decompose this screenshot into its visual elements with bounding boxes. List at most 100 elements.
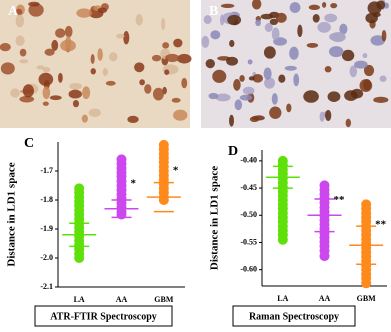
cell (88, 108, 101, 117)
cell (15, 35, 25, 46)
y-tick-label: -0.45 (240, 183, 257, 192)
cell (90, 68, 96, 75)
cell (38, 72, 54, 86)
y-tick-label: -0.60 (240, 265, 257, 274)
cell (42, 66, 51, 73)
histology-image (0, 0, 190, 128)
x-tick-label: LA (277, 294, 288, 303)
cell (239, 74, 245, 82)
cell (234, 99, 243, 111)
cell (278, 74, 286, 83)
cell (76, 8, 92, 18)
cell (308, 4, 320, 11)
cell (134, 62, 145, 73)
cell (251, 0, 262, 10)
cell (19, 95, 35, 103)
cell (116, 33, 125, 39)
cell (284, 65, 297, 71)
cell (162, 42, 170, 49)
cell (286, 103, 292, 113)
cell (28, 1, 40, 7)
cell (97, 7, 108, 14)
cell (82, 86, 91, 100)
data-point (74, 253, 85, 263)
cell (10, 88, 20, 98)
cell (72, 99, 80, 108)
image-label: B (209, 4, 218, 19)
cells (201, 0, 389, 128)
cell (239, 94, 253, 101)
cell (289, 46, 299, 60)
cell (208, 92, 219, 100)
data-point (277, 234, 288, 245)
cell (275, 12, 287, 23)
cell (324, 66, 332, 73)
cell (42, 101, 49, 106)
y-tick-label: -1.9 (40, 224, 53, 233)
cell (15, 8, 23, 16)
cell (381, 29, 387, 42)
x-tick-label: GBM (357, 294, 377, 303)
cell (319, 111, 325, 122)
cell (139, 79, 145, 86)
cell (144, 84, 152, 94)
cell (105, 80, 116, 86)
x-tick-label: LA (74, 295, 85, 304)
cell (102, 68, 109, 76)
cell (365, 12, 378, 24)
cell (36, 65, 45, 70)
cell (252, 73, 264, 83)
cell (359, 79, 373, 92)
y-tick-label: -1.7 (40, 166, 53, 175)
cell (109, 52, 118, 62)
y-tick-label: -1.8 (40, 195, 53, 204)
cell (229, 39, 235, 48)
cell (28, 3, 44, 17)
cell (173, 109, 188, 121)
cell (263, 67, 272, 80)
cell (212, 69, 227, 83)
cell (269, 106, 282, 119)
cell (330, 3, 338, 9)
cell (349, 65, 358, 78)
cell (227, 14, 242, 26)
cell (165, 53, 180, 63)
cell (242, 86, 255, 95)
cell (15, 14, 25, 28)
significance-label: * (173, 165, 179, 177)
cell (205, 58, 215, 69)
cell (289, 2, 301, 13)
cell (0, 43, 11, 52)
cell (247, 59, 253, 65)
cell (339, 23, 348, 35)
cell (324, 13, 338, 23)
cell (306, 42, 319, 48)
cell (321, 2, 327, 8)
x-tick-label: AA (116, 295, 128, 304)
significance-label: ** (334, 194, 346, 206)
cell (255, 19, 261, 27)
y-axis-label: Distance in LD1 space (209, 166, 221, 270)
cell (171, 97, 181, 103)
cell (97, 48, 103, 61)
cell (215, 93, 231, 102)
cell (210, 30, 221, 40)
cell (58, 72, 63, 83)
footer-label: Raman Spectroscopy (249, 311, 339, 322)
y-tick-label: -0.50 (240, 210, 257, 219)
cell (64, 25, 73, 38)
significance-label: ** (375, 218, 387, 230)
cell (328, 46, 344, 58)
panel-label: D (228, 144, 238, 159)
y-tick-label: -0.40 (240, 156, 257, 165)
y-tick-label: -2.0 (40, 253, 53, 262)
x-tick-label: GBM (154, 295, 174, 304)
cell (379, 75, 387, 82)
cell (373, 96, 389, 103)
y-axis-label: Distance in LD1 space (6, 162, 18, 266)
cell (51, 39, 59, 51)
cell (263, 46, 276, 59)
data-point (319, 251, 330, 262)
cell (203, 15, 212, 25)
